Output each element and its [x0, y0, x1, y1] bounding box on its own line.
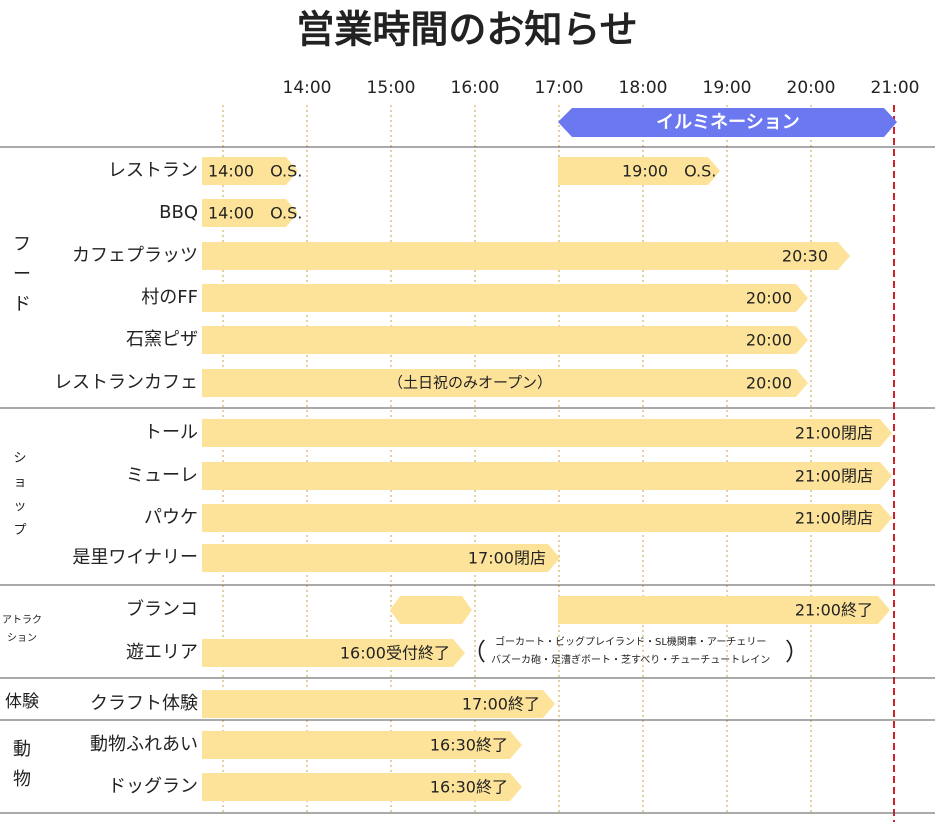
row-name: レストランカフェ: [54, 372, 198, 393]
group-label: フード: [13, 234, 31, 315]
time-bar: [202, 199, 298, 227]
bar-label: 14:00 O.S.: [208, 204, 302, 223]
time-bar: [202, 773, 522, 801]
time-bar: [202, 731, 522, 759]
time-bar: [202, 419, 892, 447]
row-name: トール: [144, 422, 198, 443]
bar-note: （土日祝のみオープン）: [388, 374, 552, 392]
group-label: ション: [7, 633, 37, 644]
row-name: 石窯ピザ: [126, 329, 198, 350]
time-label: 15:00: [367, 78, 416, 98]
time-label: 14:00: [283, 78, 332, 98]
time-label: 19:00: [703, 78, 752, 98]
time-label: 17:00: [535, 78, 584, 98]
bar-label: 21:00閉店: [795, 424, 873, 443]
bar-label: 16:30終了: [430, 736, 508, 755]
time-bar: [202, 504, 892, 532]
bar-label: 16:30終了: [430, 778, 508, 797]
illumination-label: イルミネーション: [656, 112, 800, 133]
time-label: 20:00: [787, 78, 836, 98]
group-label: アトラク: [2, 614, 42, 626]
bar-label: 17:00終了: [462, 695, 540, 714]
note-paren: （: [462, 638, 486, 666]
bar-label: 16:00受付終了: [340, 644, 450, 663]
bar-label: 14:00 O.S.: [208, 162, 302, 181]
bar-label: 20:00: [746, 331, 792, 350]
time-bar: [202, 544, 560, 572]
row-name: ドッグラン: [108, 776, 198, 797]
bar-label: 21:00閉店: [795, 467, 873, 486]
time-bar: [202, 326, 808, 354]
row-name: クラフト体験: [90, 693, 198, 714]
time-bar: [202, 462, 892, 490]
time-bar: [558, 157, 720, 185]
title: 営業時間のお知らせ: [296, 8, 637, 52]
time-label: 21:00: [871, 78, 920, 98]
row-name: 動物ふれあい: [90, 734, 198, 755]
note-line: ゴーカート・ビッグプレイランド・SL機関車・アーチェリー: [495, 635, 766, 648]
row-name: カフェプラッツ: [72, 245, 198, 266]
bar-label: 20:00: [746, 374, 792, 393]
time-label: 18:00: [619, 78, 668, 98]
time-bar: [202, 369, 808, 397]
note-line: バズーカ砲・足漕ぎボート・芝すべり・チューチュートレイン: [491, 653, 770, 666]
note-paren: ）: [785, 638, 809, 666]
row-name: ブランコ: [126, 598, 198, 620]
time-label: 16:00: [451, 78, 500, 98]
time-bar: [202, 690, 555, 718]
time-bar: [202, 639, 465, 667]
time-bar: [202, 157, 298, 185]
bar-label: 17:00閉店: [468, 549, 546, 568]
row-name: 村のFF: [141, 287, 198, 308]
bar-label: 21:00閉店: [795, 509, 873, 528]
row-name: パウケ: [144, 507, 198, 528]
time-bar: [202, 242, 850, 270]
time-bar: [558, 596, 890, 624]
row-name: レストラン: [108, 160, 198, 181]
bar-label: 20:00: [746, 289, 792, 308]
illumination-arrow: [558, 108, 897, 137]
group-label: 体験: [5, 692, 39, 712]
group-label: ショップ: [13, 451, 26, 538]
group-label: 動物: [13, 739, 31, 790]
bar-label: 21:00終了: [795, 601, 873, 620]
row-name: 遊エリア: [126, 642, 198, 663]
time-bar: [390, 596, 472, 624]
time-bar: [202, 284, 808, 312]
row-name: 是里ワイナリー: [72, 547, 198, 568]
bar-label: 19:00 O.S.: [622, 162, 716, 181]
row-name: ミューレ: [126, 465, 198, 486]
row-name: BBQ: [159, 202, 198, 223]
bar-label: 20:30: [782, 247, 828, 266]
